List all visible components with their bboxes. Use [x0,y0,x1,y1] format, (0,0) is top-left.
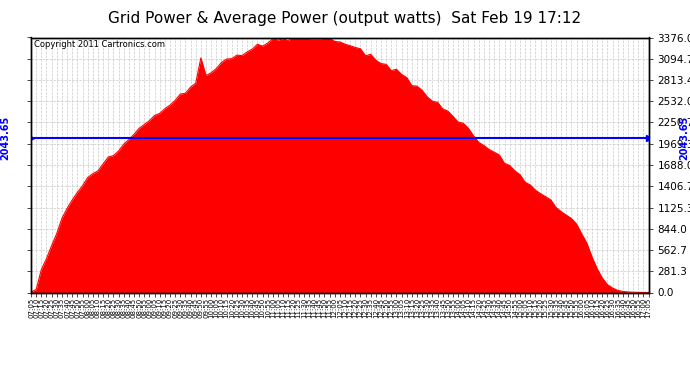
Text: Grid Power & Average Power (output watts)  Sat Feb 19 17:12: Grid Power & Average Power (output watts… [108,11,582,26]
Text: 2043.65: 2043.65 [1,116,10,160]
Text: Copyright 2011 Cartronics.com: Copyright 2011 Cartronics.com [34,40,165,49]
Text: 2043.65: 2043.65 [680,116,689,160]
